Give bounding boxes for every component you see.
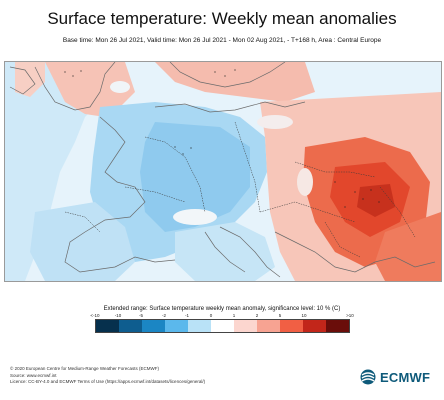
licence-text: Licence: CC-BY-4.0 and ECMWF Terms of Us… [10, 379, 206, 384]
tick-label: -2 [161, 313, 167, 318]
tick-label: -10 [114, 313, 122, 318]
colorbar-segment [303, 320, 326, 332]
colorbar-segment [211, 320, 234, 332]
coastlines [9, 62, 436, 278]
border-fr-ch [124, 186, 186, 203]
scandinavia-warm-region [155, 62, 315, 102]
alps-neutral-patch [173, 209, 217, 225]
colorbar [95, 319, 350, 333]
coast-adriatic-balkans [274, 231, 436, 273]
italy-cool-region [175, 222, 275, 281]
uk-neutral-patch [110, 81, 130, 93]
border-de-pl [234, 121, 261, 213]
baltic-neutral-patch [257, 115, 293, 129]
legend-title: Extended range: Surface temperature week… [103, 306, 341, 312]
coast-italy-west [204, 231, 246, 273]
border-fr-de [144, 136, 206, 213]
colorbar-segment [234, 320, 257, 332]
chart-title: Surface temperature: Weekly mean anomali… [47, 9, 397, 28]
coast-north-sea-baltic [154, 101, 306, 113]
colorbar-segment [96, 320, 119, 332]
significance-dots [64, 69, 380, 208]
colorbar-segment [257, 320, 280, 332]
tick-label: 2 [255, 313, 259, 318]
ireland-warm-region [15, 62, 45, 97]
colorbar-ticks: <-10 -10 -5 -2 -1 0 1 2 5 10 >10 [80, 313, 365, 319]
copyright-text: © 2020 European Centre for Medium-Range … [10, 366, 160, 371]
tick-label: >10 [346, 313, 354, 318]
colorbar-segment [165, 320, 188, 332]
carpathian-neutral-patch [297, 168, 313, 196]
chart-subtitle: Base time: Mon 26 Jul 2021, Valid time: … [62, 37, 382, 44]
iberia-cool-region [30, 202, 135, 281]
colorbar-segment [119, 320, 142, 332]
tick-label: -5 [138, 313, 144, 318]
colorbar-segment [280, 320, 303, 332]
ecmwf-logo: ECMWF [359, 369, 430, 385]
colorbar-segment [142, 320, 165, 332]
tick-label: 10 [301, 313, 307, 318]
coast-ireland [9, 66, 36, 95]
coast-britain [34, 62, 116, 111]
border-poland-slovakia [294, 161, 376, 178]
tick-label: 1 [232, 313, 236, 318]
source-text: Source: www.ecmwf.int [10, 372, 57, 378]
anomaly-map [4, 61, 442, 282]
tick-label: -1 [184, 313, 190, 318]
uk-warm-region [45, 62, 135, 117]
border-austria-hungary [259, 201, 356, 223]
logo-text: ECMWF [380, 369, 431, 385]
map-svg [5, 62, 441, 281]
balkan-hot-spot [357, 184, 395, 217]
country-borders [64, 121, 416, 258]
border-romania [379, 186, 416, 238]
tick-label: <-10 [90, 313, 100, 318]
tick-label: 0 [209, 313, 213, 318]
footer: © 2020 European Centre for Medium-Range … [10, 366, 205, 386]
colorbar-segment [326, 320, 349, 332]
tick-label: 5 [278, 313, 282, 318]
greece-warm-region [375, 212, 441, 281]
coast-italy-east [219, 226, 281, 278]
colorbar-segment [188, 320, 211, 332]
border-es-fr [64, 211, 101, 233]
ecmwf-logo-icon [360, 369, 376, 385]
coast-scandinavia [169, 62, 286, 88]
coast-france-iberia [64, 116, 176, 273]
